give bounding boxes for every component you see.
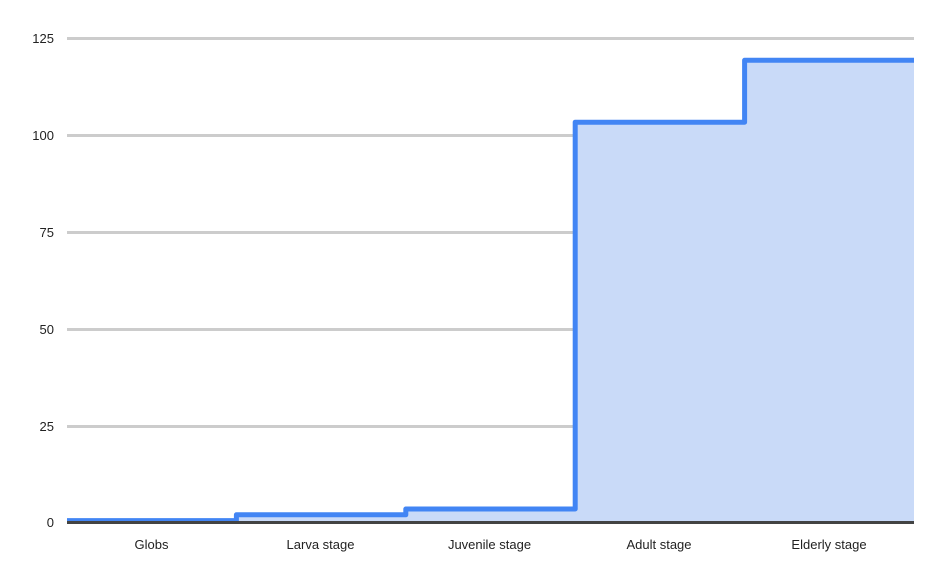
x-tick-label-globs: Globs [134,537,169,552]
x-tick-label-larva-stage: Larva stage [286,537,355,552]
x-tick-label-juvenile-stage: Juvenile stage [447,537,532,552]
y-tick-label-50: 50 [39,322,54,337]
x-tick-label-adult-stage: Adult stage [626,537,692,552]
y-tick-label-0: 0 [46,515,54,530]
series-area-fill [67,60,914,523]
y-tick-label-25: 25 [39,419,54,434]
y-tick-label-125: 125 [32,31,54,46]
y-tick-label-75: 75 [39,225,54,240]
y-tick-label-100: 100 [32,128,54,143]
series-step-line[interactable] [67,57,914,524]
x-tick-label-elderly-stage: Elderly stage [791,537,867,552]
